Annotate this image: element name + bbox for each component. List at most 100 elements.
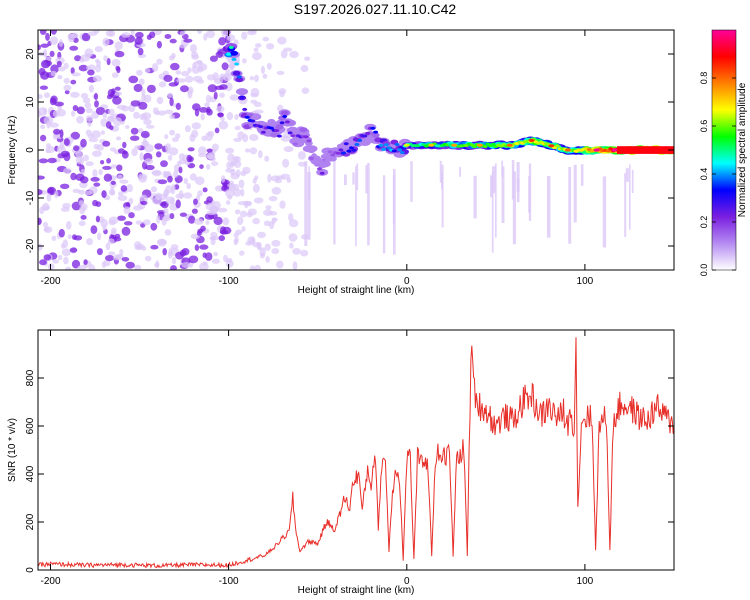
spectrogram-noise-blob	[56, 109, 66, 117]
spectrogram-noise-blob	[65, 220, 72, 230]
spectrogram-noise-blob	[82, 97, 91, 104]
spectrogram-noise-blob	[164, 34, 172, 39]
x-tick-label: 0	[404, 576, 410, 587]
spectrogram-noise-blob	[219, 73, 227, 80]
spectrogram-noise-blob	[157, 238, 167, 247]
spectrogram-noise-blob	[237, 201, 248, 206]
spectrogram-noise-blob	[233, 188, 242, 197]
spectrogram-noise-blob	[117, 195, 128, 201]
spectrogram-noise-blob	[161, 216, 167, 226]
spectrogram-ridge-hotspot	[611, 148, 618, 152]
spectrogram-noise-blob	[199, 164, 204, 170]
spectrogram-ridge-cell	[482, 145, 488, 149]
spectrogram-noise-blob	[84, 102, 92, 109]
spectrogram-noise-blob	[47, 157, 57, 164]
spectrogram-ridge-cell	[292, 142, 298, 146]
spectrogram-ridge-cell	[242, 107, 248, 111]
figure-title: S197.2026.027.11.10.C42	[293, 1, 457, 17]
spectrogram-noise-blob	[213, 216, 223, 226]
spectrogram-noise-blob	[61, 248, 71, 257]
spectrogram-noise-blob	[116, 164, 123, 172]
spectrogram-noise-blob	[206, 210, 217, 216]
spectrogram-noise-blob	[96, 248, 103, 256]
spectrogram-noise-blob	[259, 252, 265, 259]
colorbar-tick-label: 0.0	[699, 264, 709, 277]
spectrogram-noise-blob	[40, 30, 47, 35]
spectrogram-ridge-cell	[362, 134, 368, 138]
spectrogram-noise-blob	[78, 200, 85, 206]
spectrogram-noise-blob	[100, 219, 108, 228]
spectrogram-ridge-hotspot	[593, 148, 600, 152]
spectrogram-noise-blob	[301, 87, 310, 94]
spectrogram-noise-blob	[138, 101, 148, 110]
spectrogram-noise-blob	[234, 209, 241, 215]
spectrogram-noise-blob	[40, 134, 47, 142]
spectrogram-ridge-cell	[373, 130, 379, 134]
spectrogram-noise-blob	[300, 249, 309, 257]
spectrogram-noise-blob	[114, 91, 123, 96]
snr-x-axis: -200 -100 0 100	[40, 330, 594, 587]
spectrogram-noise-blob	[286, 177, 292, 183]
spectrogram-noise-blob	[221, 175, 226, 183]
spectrogram-ridge-cell	[319, 171, 325, 175]
spectrogram-noise-blob	[106, 58, 111, 66]
spectrogram-noise-blob	[201, 135, 208, 142]
y-tick-label: 800	[25, 369, 36, 386]
spectrogram-noise-blob	[178, 166, 183, 174]
spectrogram-noise-blob	[197, 146, 207, 155]
spectrogram-noise-blob	[270, 175, 281, 182]
spectrogram-noise-blob	[277, 36, 287, 45]
spectrogram-noise-blob	[194, 244, 200, 252]
spectrogram-noise-blob	[143, 118, 152, 126]
spectrogram-noise-blob	[87, 31, 98, 36]
spectrogram-noise-blob	[169, 114, 176, 120]
spectrogram-noise-blob	[225, 200, 231, 205]
spectrogram-ridge-cell	[235, 77, 244, 83]
spectrogram-ridge-cell	[311, 153, 317, 157]
spectrogram-ridge-cell	[370, 126, 376, 130]
spectrogram-noise-blob	[140, 130, 150, 139]
spectrogram-noise-blob	[138, 78, 145, 86]
spectrogram-noise-blob	[105, 255, 115, 262]
spectrogram-noise-blob	[43, 48, 48, 58]
spectrogram-noise-blob	[249, 147, 258, 155]
spectrogram-ridge-cell	[317, 167, 322, 171]
spectrogram-noise-blob	[96, 60, 101, 68]
spectrogram-noise-blob	[102, 112, 108, 119]
spectrogram-ridge-hotspot	[528, 138, 535, 142]
spectrogram-noise-blob	[133, 205, 143, 211]
spectrogram-noise-blob	[199, 244, 209, 250]
spectrogram-noise-blob	[199, 262, 209, 270]
spectrogram-noise-blob	[46, 120, 51, 129]
spectrogram-noise-blob	[111, 88, 116, 95]
spectrogram-noise-blob	[170, 265, 177, 270]
spectrogram-noise-blob	[114, 86, 121, 91]
spectrogram-ridge-cell	[290, 134, 296, 138]
spectrogram-noise-blob	[300, 64, 309, 73]
spectrogram-noise-blob	[150, 222, 158, 231]
spectrogram-noise-blob	[40, 71, 50, 80]
spectrogram-ridge-cell	[303, 135, 309, 139]
spectrogram-noise-blob	[292, 248, 301, 255]
spectrogram-noise-blob	[289, 219, 299, 228]
spectrogram-noise-blob	[58, 228, 65, 238]
spectrogram-ridge-cell	[365, 131, 371, 135]
spectrogram-noise-blob	[75, 151, 83, 159]
spectrogram-noise-blob	[115, 136, 122, 141]
spectrogram-noise-blob	[175, 199, 181, 209]
spectrogram-noise-blob	[168, 248, 173, 257]
spectrogram-noise-blob	[234, 125, 241, 131]
x-tick-label: -100	[219, 576, 239, 587]
spectrogram-noise-blob	[248, 30, 257, 34]
spectrogram-noise-blob	[262, 36, 270, 42]
spectrogram-noise-blob	[207, 84, 218, 93]
spectrogram-noise-blob	[207, 130, 215, 138]
spectrogram-noise-blob	[103, 173, 113, 182]
spectrogram-noise-blob	[72, 234, 77, 240]
spectrogram-noise-blob	[222, 217, 230, 226]
spectrogram-ridge-cell	[349, 146, 354, 150]
spectrogram-noise-blob	[187, 67, 192, 74]
spectrogram-noise-blob	[268, 195, 278, 202]
spectrogram-noise-blob	[218, 235, 225, 242]
spectrogram-noise-blob	[220, 116, 225, 122]
